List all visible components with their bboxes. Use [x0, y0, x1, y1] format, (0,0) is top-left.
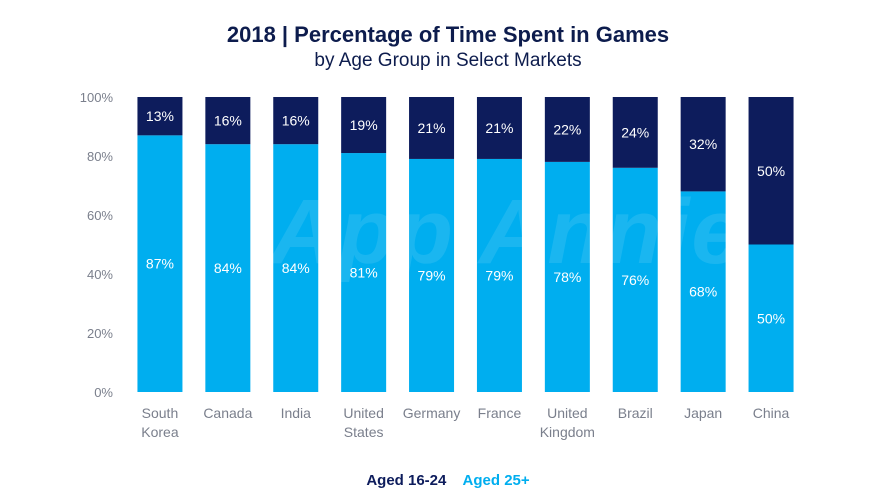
- bar-segment-aged-25-plus: [476, 158, 522, 392]
- bar-segment-aged-25-plus: [612, 167, 658, 392]
- bar-segment-aged-16-24: [137, 97, 183, 136]
- data-label-aged-16-24: 16%: [214, 113, 242, 129]
- bar-segment-aged-25-plus: [273, 144, 319, 392]
- x-tick-label: Japan: [684, 405, 722, 421]
- bar-segment-aged-16-24: [273, 97, 319, 145]
- x-tick-label: India: [281, 405, 312, 421]
- data-label-aged-16-24: 19%: [350, 117, 378, 133]
- data-label-aged-16-24: 50%: [757, 163, 785, 179]
- legend-item-aged-16-24: Aged 16-24: [366, 472, 447, 489]
- chart-title: 2018 | Percentage of Time Spent in Games: [226, 22, 670, 47]
- x-tick-label: China: [753, 405, 790, 421]
- y-tick-label: 0%: [94, 385, 113, 400]
- data-label-aged-16-24: 13%: [146, 108, 174, 124]
- x-tick-label: Canada: [203, 405, 252, 421]
- data-label-aged-16-24: 32%: [689, 136, 717, 152]
- y-tick-label: 40%: [87, 267, 113, 282]
- bar-segment-aged-16-24: [544, 97, 590, 162]
- bar-segment-aged-16-24: [341, 97, 387, 154]
- bar-segment-aged-25-plus: [544, 161, 590, 392]
- data-label-aged-25-plus: 68%: [689, 284, 717, 300]
- data-label-aged-25-plus: 84%: [214, 260, 242, 276]
- legend-item-aged-25-plus: Aged 25+: [462, 472, 530, 489]
- data-label-aged-25-plus: 76%: [621, 272, 649, 288]
- x-tick-label: Brazil: [618, 405, 653, 421]
- bar-segment-aged-16-24: [205, 97, 251, 145]
- data-label-aged-16-24: 21%: [418, 120, 446, 136]
- bar-segment-aged-16-24: [476, 97, 522, 159]
- bar-segment-aged-25-plus: [748, 244, 794, 392]
- bar-segment-aged-25-plus: [680, 191, 726, 392]
- data-label-aged-25-plus: 50%: [757, 310, 785, 326]
- y-tick-label: 20%: [87, 326, 113, 341]
- bar-segment-aged-16-24: [748, 97, 794, 245]
- data-label-aged-16-24: 21%: [485, 120, 513, 136]
- bar-segment-aged-25-plus: [137, 135, 183, 392]
- bar-segment-aged-25-plus: [409, 158, 455, 392]
- bar-segment-aged-16-24: [612, 97, 658, 168]
- y-tick-label: 80%: [87, 149, 113, 164]
- data-label-aged-25-plus: 81%: [350, 265, 378, 281]
- data-label-aged-16-24: 16%: [282, 113, 310, 129]
- data-label-aged-25-plus: 79%: [418, 267, 446, 283]
- data-label-aged-25-plus: 87%: [146, 256, 174, 272]
- y-tick-label: 60%: [87, 208, 113, 223]
- chart-subtitle: by Age Group in Select Markets: [314, 50, 582, 71]
- bar-segment-aged-16-24: [409, 97, 455, 159]
- y-tick-label: 100%: [80, 90, 114, 105]
- x-tick-label: France: [478, 405, 522, 421]
- data-label-aged-25-plus: 84%: [282, 260, 310, 276]
- bar-segment-aged-25-plus: [341, 153, 387, 392]
- x-tick-label: South Korea: [141, 405, 179, 440]
- data-label-aged-25-plus: 78%: [553, 269, 581, 285]
- data-label-aged-25-plus: 79%: [485, 267, 513, 283]
- x-tick-label: United States: [343, 405, 383, 440]
- data-label-aged-16-24: 24%: [621, 124, 649, 140]
- stacked-bar-chart: 0% 20% 40% 60% 80% 100% 13% 87% South Korea 16% 84%…: [80, 90, 794, 440]
- data-label-aged-16-24: 22%: [553, 121, 581, 137]
- x-tick-label: Germany: [403, 405, 461, 421]
- chart-legend: Aged 16-24 Aged 25+: [0, 472, 896, 489]
- bar-segment-aged-25-plus: [205, 144, 251, 392]
- x-tick-label: United Kingdom: [540, 405, 595, 440]
- bar-segment-aged-16-24: [680, 97, 726, 192]
